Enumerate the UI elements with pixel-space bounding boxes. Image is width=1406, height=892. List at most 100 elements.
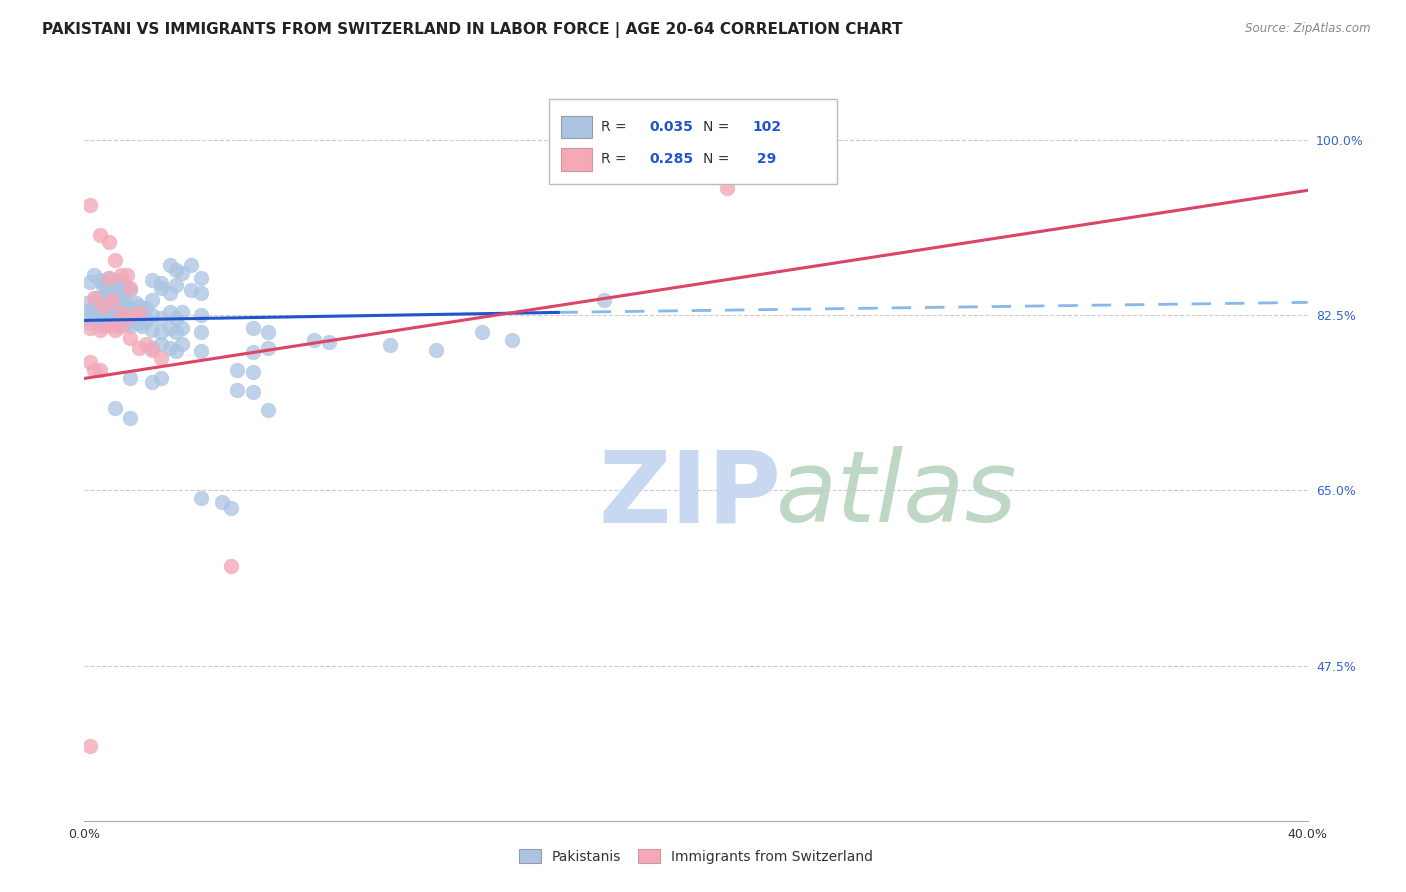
Point bbox=[211, 495, 233, 509]
Point bbox=[107, 273, 129, 287]
Point bbox=[141, 343, 163, 358]
Point bbox=[141, 293, 163, 308]
Text: PAKISTANI VS IMMIGRANTS FROM SWITZERLAND IN LABOR FORCE | AGE 20-64 CORRELATION : PAKISTANI VS IMMIGRANTS FROM SWITZERLAND… bbox=[42, 22, 903, 38]
Point bbox=[257, 403, 280, 417]
Point bbox=[89, 317, 111, 331]
Point bbox=[180, 284, 202, 298]
Point bbox=[89, 228, 111, 243]
Point bbox=[115, 306, 138, 320]
Point bbox=[159, 259, 181, 273]
Point bbox=[219, 558, 242, 573]
Point bbox=[107, 319, 129, 334]
Point bbox=[122, 303, 145, 318]
Point bbox=[112, 293, 135, 308]
Point bbox=[86, 310, 108, 324]
Point bbox=[471, 326, 494, 340]
Point bbox=[97, 319, 120, 334]
Legend: Pakistanis, Immigrants from Switzerland: Pakistanis, Immigrants from Switzerland bbox=[513, 844, 879, 869]
Point bbox=[83, 292, 105, 306]
Point bbox=[79, 355, 101, 369]
Point bbox=[593, 293, 616, 308]
Point bbox=[257, 326, 280, 340]
Point bbox=[112, 286, 135, 301]
Point bbox=[141, 309, 163, 323]
Point bbox=[101, 293, 124, 308]
Point bbox=[380, 338, 402, 352]
Point bbox=[97, 271, 120, 285]
Point bbox=[91, 279, 114, 293]
Point bbox=[115, 281, 138, 295]
Point bbox=[242, 321, 264, 335]
Point bbox=[91, 319, 114, 334]
Point bbox=[94, 277, 117, 291]
Point bbox=[149, 281, 172, 295]
Point bbox=[79, 321, 101, 335]
Point bbox=[149, 371, 172, 385]
Point bbox=[112, 277, 135, 291]
Point bbox=[89, 323, 111, 337]
Point bbox=[120, 319, 142, 334]
Point bbox=[110, 319, 132, 334]
Point bbox=[226, 363, 249, 377]
Point bbox=[120, 281, 142, 295]
Point bbox=[242, 385, 264, 400]
Point bbox=[89, 363, 111, 377]
Point bbox=[89, 273, 111, 287]
Point bbox=[110, 306, 132, 320]
Point bbox=[128, 317, 150, 331]
Point bbox=[180, 259, 202, 273]
Text: 0.285: 0.285 bbox=[650, 153, 693, 167]
Point bbox=[159, 305, 181, 319]
Point bbox=[97, 303, 120, 318]
Point bbox=[172, 337, 194, 351]
Point bbox=[165, 311, 187, 326]
Text: R =: R = bbox=[600, 153, 630, 167]
Text: 102: 102 bbox=[752, 120, 782, 134]
Point bbox=[101, 289, 124, 303]
Point bbox=[128, 299, 150, 313]
Point bbox=[318, 335, 340, 350]
Point bbox=[104, 253, 127, 268]
Point bbox=[716, 181, 738, 195]
Point bbox=[120, 411, 142, 425]
Point bbox=[135, 337, 157, 351]
Point bbox=[110, 299, 132, 313]
Point bbox=[86, 293, 108, 308]
Point bbox=[83, 268, 105, 283]
Point bbox=[104, 277, 127, 291]
Point bbox=[159, 342, 181, 356]
FancyBboxPatch shape bbox=[561, 116, 592, 138]
Point bbox=[190, 326, 212, 340]
Point bbox=[219, 501, 242, 516]
Point bbox=[141, 342, 163, 356]
Point bbox=[120, 331, 142, 345]
Point bbox=[172, 266, 194, 280]
Point bbox=[242, 345, 264, 359]
Point bbox=[97, 271, 120, 285]
Point bbox=[120, 284, 142, 298]
Point bbox=[83, 299, 105, 313]
Point bbox=[79, 739, 101, 753]
Point bbox=[149, 337, 172, 351]
Point bbox=[190, 309, 212, 323]
Point bbox=[257, 342, 280, 356]
Point bbox=[159, 286, 181, 301]
Point bbox=[165, 263, 187, 277]
Point bbox=[165, 344, 187, 359]
Point bbox=[172, 321, 194, 335]
Point bbox=[91, 306, 114, 320]
Point bbox=[131, 319, 153, 334]
Point bbox=[76, 311, 98, 326]
Point bbox=[141, 323, 163, 337]
Text: 0.035: 0.035 bbox=[650, 120, 693, 134]
FancyBboxPatch shape bbox=[550, 99, 837, 184]
Point bbox=[83, 313, 105, 327]
Point bbox=[112, 310, 135, 324]
Point bbox=[120, 301, 142, 316]
Point bbox=[425, 343, 447, 358]
Point bbox=[226, 384, 249, 398]
Point bbox=[120, 371, 142, 385]
Point bbox=[125, 311, 148, 326]
Point bbox=[104, 401, 127, 416]
Point bbox=[149, 311, 172, 326]
